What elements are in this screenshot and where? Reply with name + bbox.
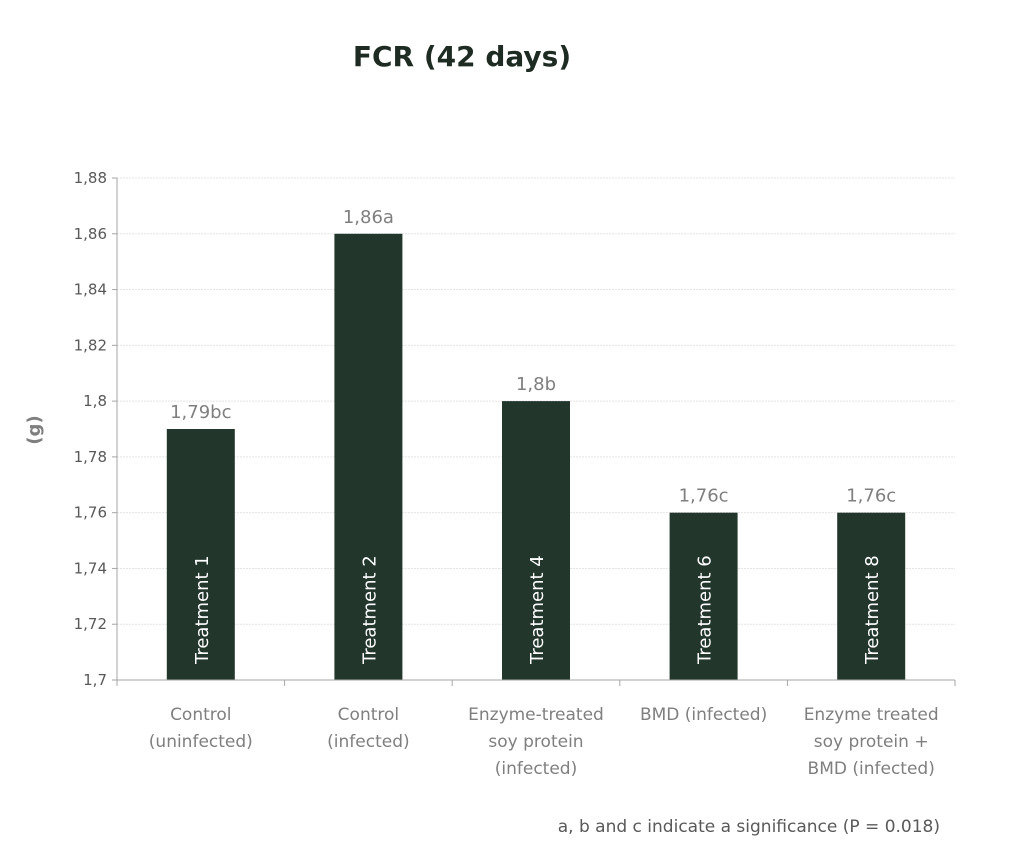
bar bbox=[502, 401, 570, 680]
bar bbox=[334, 233, 403, 680]
data-label: 1,86a bbox=[343, 207, 394, 228]
significance-note: a, b and c indicate a significance (P = … bbox=[558, 817, 940, 837]
bar-treatment-label: Treatment 2 bbox=[359, 555, 380, 665]
bar bbox=[166, 429, 235, 680]
chart-title: FCR (42 days) bbox=[353, 40, 571, 73]
y-tick-label: 1,76 bbox=[74, 504, 107, 522]
category-label: Control bbox=[170, 705, 231, 725]
category-label: Control bbox=[338, 705, 399, 725]
bar-treatment-label: Treatment 1 bbox=[192, 555, 213, 665]
data-label: 1,79bc bbox=[170, 402, 231, 423]
bar bbox=[837, 512, 906, 680]
y-tick-label: 1,78 bbox=[74, 448, 107, 466]
bar-treatment-label: Treatment 6 bbox=[695, 555, 716, 665]
category-label: (infected) bbox=[327, 732, 409, 752]
data-label: 1,76c bbox=[846, 486, 896, 507]
category-label: (uninfected) bbox=[149, 732, 253, 752]
category-label: Enzyme-treated bbox=[468, 705, 604, 725]
bar-treatment-label: Treatment 8 bbox=[862, 555, 883, 665]
data-label: 1,8b bbox=[516, 374, 556, 395]
bar bbox=[669, 512, 738, 680]
y-tick-label: 1,84 bbox=[74, 281, 107, 299]
y-tick-label: 1,8 bbox=[83, 392, 107, 410]
bar-treatment-label: Treatment 4 bbox=[527, 555, 548, 665]
category-label: soy protein + bbox=[814, 732, 929, 752]
y-tick-label: 1,88 bbox=[74, 169, 107, 187]
category-label: Enzyme treated bbox=[804, 705, 939, 725]
y-tick-label: 1,86 bbox=[74, 225, 107, 243]
y-tick-label: 1,82 bbox=[74, 336, 107, 354]
y-tick-label: 1,72 bbox=[74, 615, 107, 633]
category-label: BMD (infected) bbox=[640, 705, 767, 725]
category-label: soy protein bbox=[488, 732, 583, 752]
y-tick-label: 1,7 bbox=[83, 671, 107, 689]
y-tick-label: 1,74 bbox=[74, 559, 107, 577]
category-label: (infected) bbox=[495, 759, 577, 779]
y-axis-label: (g) bbox=[24, 415, 45, 444]
category-label: BMD (infected) bbox=[808, 759, 935, 779]
data-label: 1,76c bbox=[679, 486, 729, 507]
